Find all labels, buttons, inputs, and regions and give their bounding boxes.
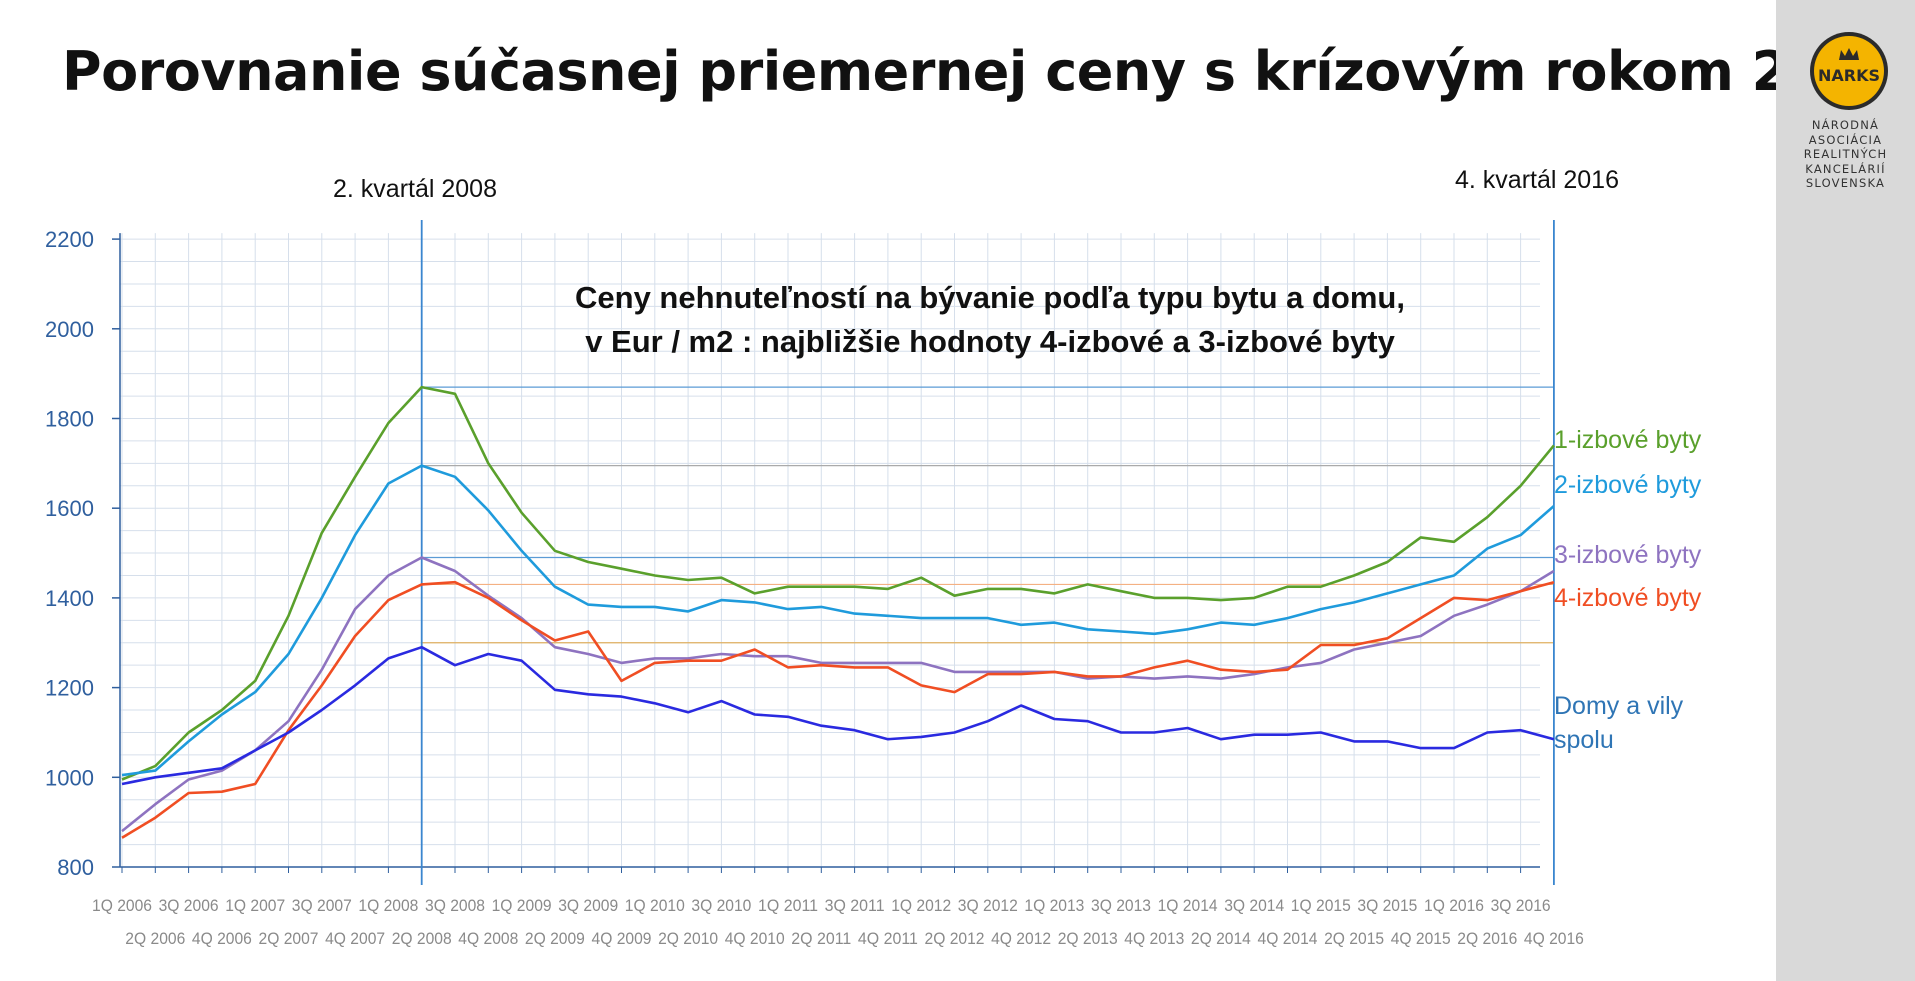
x-tick-label: 4Q 2013 [1124, 930, 1184, 948]
logo-tagline-line: SLOVENSKA [1805, 176, 1886, 190]
slide-title: Porovnanie súčasnej priemernej ceny s kr… [62, 40, 1900, 103]
x-tick-label: 3Q 2015 [1357, 897, 1417, 915]
logo-text: NARKS [1818, 66, 1880, 85]
logo-tagline: NÁRODNÁ ASOCIÁCIA REALITNÝCH KANCELÁRIÍ … [1776, 118, 1915, 191]
narks-logo: NARKS [1810, 32, 1888, 110]
y-tick-label: 1600 [45, 496, 94, 521]
logo-tagline-line: REALITNÝCH [1803, 147, 1888, 161]
y-tick-label: 2200 [45, 227, 94, 252]
x-tick-label: 2Q 2011 [791, 930, 851, 948]
legend-label: 1-izbové byty [1554, 426, 1702, 454]
x-tick-label: 3Q 2014 [1224, 897, 1284, 915]
y-tick-label: 2000 [45, 317, 94, 342]
chart-axes: 800 1000 1200 1400 1600 1800 2000 2200 1Q 2006 2Q… [45, 220, 1584, 948]
x-tick-label: 3Q 2011 [825, 897, 885, 915]
x-tick-label: 4Q 2009 [592, 930, 652, 948]
chart-title: Ceny nehnuteľností na bývanie podľa typu… [575, 280, 1405, 315]
logo-tagline-line: KANCELÁRIÍ [1805, 161, 1886, 176]
x-tick-label: 4Q 2010 [725, 930, 785, 948]
x-tick-label: 3Q 2010 [691, 897, 751, 915]
x-tick-label: 2Q 2006 [125, 930, 185, 948]
x-tick-label: 4Q 2008 [458, 930, 518, 948]
x-tick-label: 4Q 2014 [1258, 930, 1318, 948]
series-line [121, 385, 1555, 781]
legend-label: Domy a vily [1554, 692, 1684, 720]
x-tick-label: 1Q 2013 [1024, 897, 1084, 915]
y-tick-label: 1400 [45, 586, 94, 611]
y-tick-label: 800 [57, 855, 94, 880]
y-tick-label: 1200 [45, 676, 94, 701]
crown-icon [1839, 48, 1859, 60]
x-tick-label: 4Q 2007 [325, 930, 385, 948]
legend-label: 2-izbové byty [1554, 471, 1702, 499]
x-tick-label: 2Q 2014 [1191, 930, 1251, 948]
x-tick-label: 3Q 2008 [425, 897, 485, 915]
legend-label: 4-izbové byty [1554, 584, 1702, 612]
series-line [121, 580, 1555, 839]
x-tick-label: 2Q 2008 [392, 930, 452, 948]
chart-labels: 2. kvartál 2008 4. kvartál 2016 1-izbové b… [333, 166, 1702, 754]
x-tick-label: 1Q 2006 [92, 897, 152, 915]
chart-subtitle: v Eur / m2 : najbližšie hodnoty 4-izbové… [585, 324, 1395, 359]
logo-tagline-line: NÁRODNÁ [1811, 118, 1880, 132]
x-tick-label: 2Q 2010 [658, 930, 718, 948]
x-tick-label: 1Q 2010 [625, 897, 685, 915]
chart-series [121, 385, 1555, 839]
x-tick-label: 2Q 2016 [1457, 930, 1517, 948]
legend-label: 3-izbové byty [1554, 541, 1702, 569]
series-line [121, 556, 1555, 833]
x-tick-label: 1Q 2007 [225, 897, 285, 915]
y-tick-label: 1000 [45, 765, 94, 790]
y-tick-label: 1800 [45, 407, 94, 432]
series-line [121, 464, 1555, 777]
x-tick-label: 2Q 2015 [1324, 930, 1384, 948]
annotation-label: 2. kvartál 2008 [333, 175, 497, 203]
line-chart: 800 1000 1200 1400 1600 1800 2000 2200 1Q 2006 2Q… [45, 166, 1702, 948]
x-tick-label: 2Q 2007 [259, 930, 319, 948]
x-tick-label: 3Q 2007 [292, 897, 352, 915]
x-tick-label: 1Q 2008 [358, 897, 418, 915]
x-tick-label: 2Q 2013 [1058, 930, 1118, 948]
x-tick-label: 4Q 2016 [1524, 930, 1584, 948]
x-tick-label: 1Q 2016 [1424, 897, 1484, 915]
x-tick-label: 3Q 2009 [558, 897, 618, 915]
x-tick-label: 3Q 2006 [159, 897, 219, 915]
x-tick-label: 1Q 2012 [891, 897, 951, 915]
x-tick-label: 4Q 2012 [991, 930, 1051, 948]
x-tick-label: 4Q 2006 [192, 930, 252, 948]
series-line [121, 645, 1555, 786]
x-tick-label: 2Q 2009 [525, 930, 585, 948]
x-tick-label: 3Q 2013 [1091, 897, 1151, 915]
x-tick-label: 1Q 2011 [758, 897, 818, 915]
x-tick-label: 2Q 2012 [925, 930, 985, 948]
annotation-label: 4. kvartál 2016 [1455, 166, 1619, 194]
x-tick-label: 1Q 2009 [492, 897, 552, 915]
x-tick-label: 3Q 2016 [1491, 897, 1551, 915]
x-tick-label: 4Q 2011 [858, 930, 918, 948]
legend-label: spolu [1554, 726, 1614, 754]
logo-tagline-line: ASOCIÁCIA [1808, 132, 1883, 147]
x-tick-label: 3Q 2012 [958, 897, 1018, 915]
x-tick-label: 1Q 2015 [1291, 897, 1351, 915]
sidebar: NARKS NÁRODNÁ ASOCIÁCIA REALITNÝCH KANCE… [1776, 0, 1915, 981]
x-tick-label: 4Q 2015 [1391, 930, 1451, 948]
x-tick-label: 1Q 2014 [1158, 897, 1218, 915]
